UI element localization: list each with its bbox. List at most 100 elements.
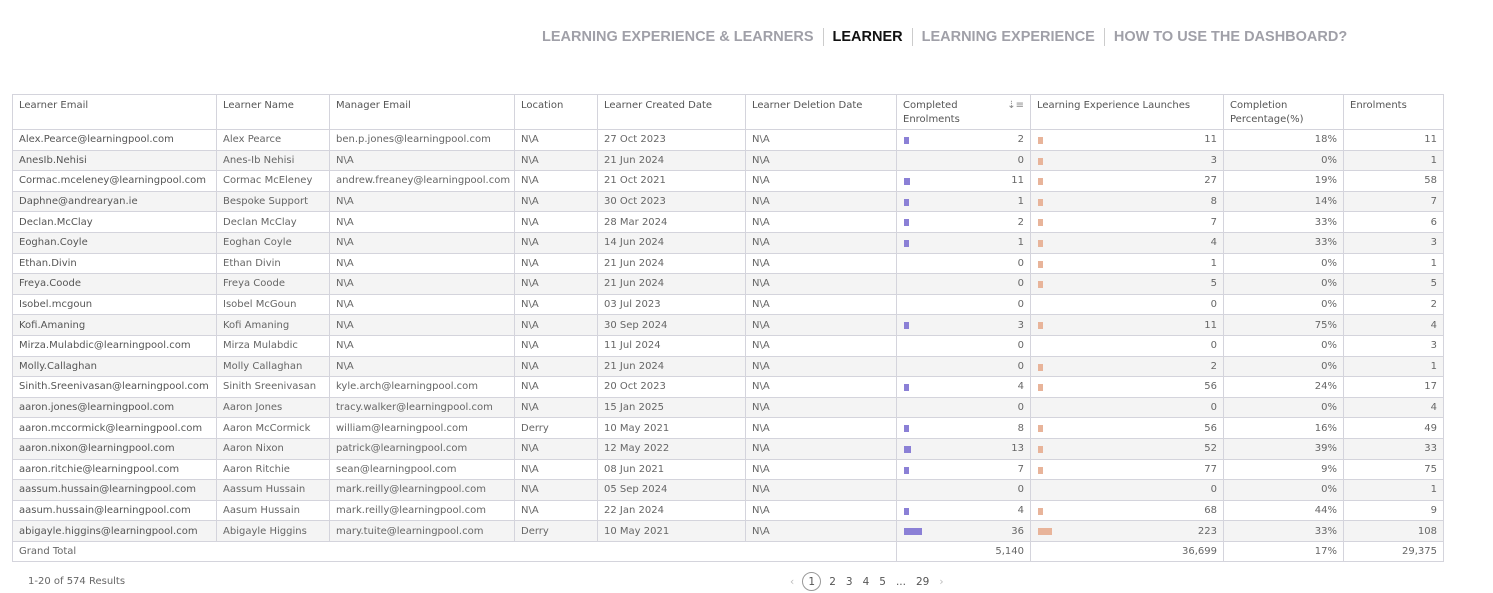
- cell-value: N\A: [336, 319, 354, 331]
- table-cell: Sinith Sreenivasan: [216, 376, 330, 398]
- table-row[interactable]: Alex.Pearce@learningpool.com Alex Pearce b…: [12, 129, 1444, 151]
- cell-value: N\A: [521, 443, 539, 455]
- table-cell: 0: [896, 252, 1031, 275]
- table-row[interactable]: Molly.Callaghan Molly Callaghan N\A N\A 21 J…: [12, 355, 1444, 378]
- table-cell: 44%: [1223, 499, 1344, 522]
- page-5[interactable]: 5: [879, 575, 886, 588]
- column-header[interactable]: Location: [514, 94, 598, 130]
- launches-bar: [1038, 466, 1043, 474]
- cell-value: 0%: [1321, 154, 1337, 166]
- table-row[interactable]: AnesIb.Nehisi Anes-Ib Nehisi N\A N\A 21 Jun …: [12, 149, 1444, 172]
- cell-value: 108: [1417, 525, 1437, 537]
- cell-value: 3: [1210, 154, 1217, 166]
- cell-value: aaron.nixon@learningpool.com: [19, 443, 175, 455]
- table-row[interactable]: Declan.McClay Declan McClay N\A N\A 28 Mar 2…: [12, 211, 1444, 233]
- cell-value: 1: [1017, 237, 1024, 249]
- table-row[interactable]: Sinith.Sreenivasan@learningpool.com Sinit…: [12, 376, 1444, 398]
- cell-value: N\A: [752, 154, 770, 166]
- tab-learner[interactable]: LEARNER: [824, 28, 913, 46]
- cell-value: 0: [1017, 402, 1024, 414]
- column-header[interactable]: Enrolments: [1343, 94, 1444, 130]
- column-header[interactable]: Learner Created Date: [597, 94, 746, 130]
- column-header[interactable]: Learning Experience Launches: [1030, 94, 1224, 130]
- cell-value: 11: [1204, 134, 1217, 146]
- cell-value: 44%: [1314, 504, 1337, 516]
- table-cell: Alex Pearce: [216, 129, 330, 151]
- cell-value: aaron.jones@learningpool.com: [19, 402, 175, 414]
- cell-value: N\A: [752, 175, 770, 187]
- table-row[interactable]: aasum.hussain@learningpool.com Aasum Huss…: [12, 499, 1444, 522]
- completed-bar: [904, 445, 911, 453]
- pagination: ‹ 1 2 3 4 5... 29 ›: [785, 572, 949, 591]
- column-header[interactable]: Completion Percentage(%): [1223, 94, 1344, 130]
- table-cell: 75: [1343, 458, 1444, 481]
- column-header[interactable]: Learner Email: [12, 94, 217, 130]
- table-row[interactable]: aaron.jones@learningpool.com Aaron Jones t…: [12, 396, 1444, 419]
- cell-value: 27: [1204, 175, 1217, 187]
- table-row[interactable]: Daphne@andrearyan.ie Bespoke Support N\A N\…: [12, 190, 1444, 213]
- launches-bar: [1038, 137, 1043, 144]
- column-header[interactable]: Learner Name: [216, 94, 330, 130]
- results-count: 1-20 of 574 Results: [28, 576, 126, 587]
- table-cell: 1: [1030, 252, 1224, 275]
- cell-value: N\A: [752, 381, 770, 393]
- cell-value: Ethan Divin: [223, 257, 281, 269]
- tab-learning-experience[interactable]: LEARNING EXPERIENCE: [913, 28, 1105, 46]
- table-cell: 1: [896, 231, 1031, 254]
- cell-value: 0: [1210, 340, 1217, 352]
- table-cell: Mirza Mulabdic: [216, 334, 330, 357]
- table-cell: 28 Mar 2024: [597, 211, 746, 233]
- table-row[interactable]: aassum.hussain@learningpool.com Aassum Hu…: [12, 479, 1444, 501]
- completed-bar: [904, 466, 909, 474]
- sort-descending-icon[interactable]: ⇣≡: [1007, 100, 1024, 111]
- table-row[interactable]: Ethan.Divin Ethan Divin N\A N\A 21 Jun 2024 N…: [12, 252, 1444, 275]
- cell-value: 56: [1204, 381, 1217, 393]
- table-cell: 8: [896, 417, 1031, 439]
- cell-value: 21 Jun 2024: [604, 360, 665, 372]
- cell-value: Aaron Jones: [223, 402, 283, 414]
- cell-value: N\A: [752, 340, 770, 352]
- table-cell: N\A: [514, 170, 598, 192]
- table-row[interactable]: Kofi.Amaning Kofi Amaning N\A N\A 30 Sep 202…: [12, 314, 1444, 336]
- table-cell: N\A: [329, 231, 515, 254]
- table-row[interactable]: Isobel.mcgoun Isobel McGoun N\A N\A 03 Jul 2…: [12, 293, 1444, 316]
- column-header[interactable]: Manager Email: [329, 94, 515, 130]
- table-row[interactable]: aaron.nixon@learningpool.com Aaron Nixon p…: [12, 437, 1444, 460]
- column-header[interactable]: Learner Deletion Date: [745, 94, 897, 130]
- cell-value: N\A: [752, 134, 770, 146]
- table-row[interactable]: aaron.ritchie@learningpool.com Aaron Ritc…: [12, 458, 1444, 481]
- page-2[interactable]: 2: [829, 575, 836, 588]
- table-cell: 7: [1343, 190, 1444, 213]
- table-cell: 10 May 2021: [597, 520, 746, 542]
- page-1[interactable]: 1: [802, 572, 822, 591]
- table-row[interactable]: abigayle.higgins@learningpool.com Abigayl…: [12, 520, 1444, 542]
- cell-value: N\A: [752, 422, 770, 434]
- cell-value: N\A: [752, 504, 770, 516]
- tab-how-to-use-the-dashboard[interactable]: HOW TO USE THE DASHBOARD?: [1113, 29, 1348, 45]
- table-row[interactable]: Eoghan.Coyle Eoghan Coyle N\A N\A 14 Jun 202…: [12, 231, 1444, 254]
- table-row[interactable]: Cormac.mceleney@learningpool.com Cormac M…: [12, 170, 1444, 192]
- page-29[interactable]: 29: [915, 575, 930, 588]
- cell-value: 13: [1011, 443, 1024, 455]
- cell-value: N\A: [752, 257, 770, 269]
- table-cell: ben.p.jones@learningpool.com: [329, 129, 515, 151]
- cell-value: N\A: [521, 154, 539, 166]
- table-row[interactable]: Freya.Coode Freya Coode N\A N\A 21 Jun 2024 N…: [12, 273, 1444, 295]
- next-page-icon[interactable]: ›: [939, 575, 944, 588]
- table-row[interactable]: aaron.mccormick@learningpool.com Aaron Mc…: [12, 417, 1444, 439]
- prev-page-icon[interactable]: ‹: [790, 575, 795, 588]
- cell-value: N\A: [521, 360, 539, 372]
- page-3[interactable]: 3: [845, 575, 853, 588]
- table-row[interactable]: Mirza.Mulabdic@learningpool.com Mirza Mul…: [12, 334, 1444, 357]
- table-cell: Declan McClay: [216, 211, 330, 233]
- cell-value: 1: [1430, 484, 1437, 496]
- column-header[interactable]: ⇣≡ Completed Enrolments: [896, 94, 1031, 130]
- table-cell: 39%: [1223, 437, 1344, 460]
- table-cell: 0: [1030, 479, 1224, 501]
- table-cell: Declan.McClay: [12, 211, 217, 233]
- table-cell: william@learningpool.com: [329, 417, 515, 439]
- table-cell: N\A: [514, 293, 598, 316]
- page-4[interactable]: 4: [862, 575, 870, 588]
- cell-value: 21 Jun 2024: [604, 278, 665, 290]
- tab-learning-experience-learners[interactable]: LEARNING EXPERIENCE & LEARNERS: [533, 28, 824, 46]
